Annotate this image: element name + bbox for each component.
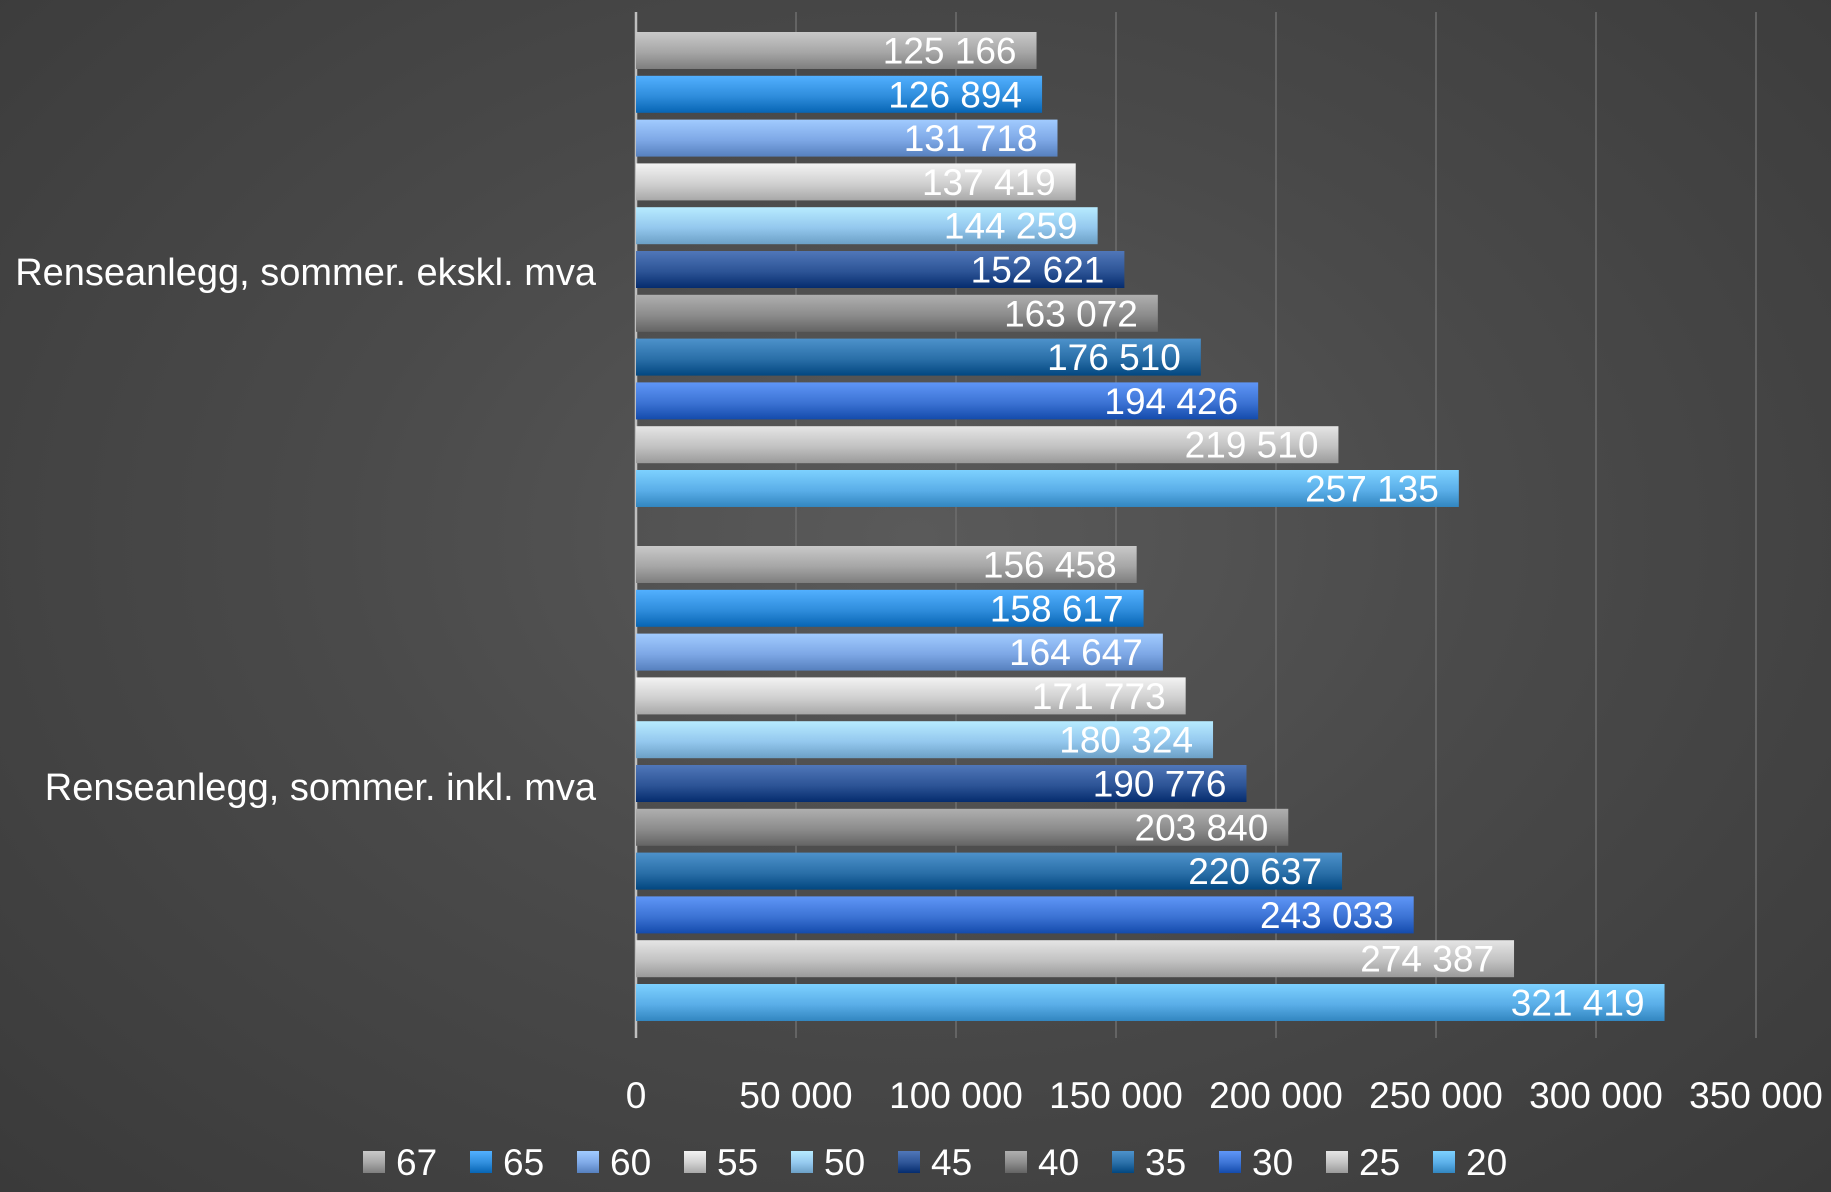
bar-20-0: [636, 470, 1459, 507]
x-tick-label: 300 000: [1529, 1075, 1663, 1116]
data-label: 144 259: [944, 206, 1078, 247]
legend-label: 60: [610, 1142, 651, 1183]
legend-label: 40: [1038, 1142, 1079, 1183]
x-axis-tick-labels: 0 50 000 100 000 150 000 200 000 250 000 300 0…: [626, 1075, 1823, 1116]
x-tick-label: 250 000: [1369, 1075, 1503, 1116]
legend-label: 50: [824, 1142, 865, 1183]
x-tick-label: 350 000: [1689, 1075, 1823, 1116]
x-tick-label: 150 000: [1049, 1075, 1183, 1116]
x-tick-label: 200 000: [1209, 1075, 1343, 1116]
data-label: 131 718: [904, 118, 1038, 159]
legend-label: 55: [717, 1142, 758, 1183]
bar-50-0: [636, 207, 1098, 245]
x-tick-label: 100 000: [889, 1075, 1023, 1116]
legend-swatch: [363, 1151, 385, 1173]
legend-swatch: [470, 1151, 492, 1173]
category-label: Renseanlegg, sommer. inkl. mva: [45, 767, 597, 809]
data-label: 171 773: [1032, 676, 1166, 717]
legend-swatch: [684, 1151, 706, 1173]
legend-swatch: [1005, 1151, 1027, 1173]
data-label: 163 072: [1004, 293, 1138, 334]
legend-label: 35: [1145, 1142, 1186, 1183]
data-label: 203 840: [1135, 807, 1269, 848]
data-label: 158 617: [990, 588, 1124, 629]
data-label: 190 776: [1093, 764, 1227, 805]
x-tick-label: 50 000: [739, 1075, 852, 1116]
data-label: 152 621: [971, 250, 1105, 291]
legend: 67 65 60 55 50 45 40 35 30 25 20: [363, 1142, 1507, 1183]
bars-group: [636, 32, 1665, 1021]
bar-50-1: [636, 721, 1214, 759]
x-tick-label: 0: [626, 1075, 647, 1116]
bar-20-1: [636, 984, 1665, 1021]
bar-40-1: [636, 808, 1289, 846]
data-label: 194 426: [1104, 381, 1238, 422]
bar-45-1: [636, 765, 1247, 802]
legend-swatch: [1219, 1151, 1241, 1173]
bar-35-1: [636, 852, 1343, 890]
bar-60-1: [636, 633, 1163, 671]
legend-swatch: [1433, 1151, 1455, 1173]
bar-60-0: [636, 119, 1058, 157]
bar-55-0: [636, 163, 1076, 201]
legend-swatch: [1326, 1151, 1348, 1173]
data-label: 126 894: [888, 74, 1022, 115]
legend-swatch: [791, 1151, 813, 1173]
bar-67-0: [636, 32, 1037, 69]
data-label: 125 166: [883, 31, 1017, 72]
data-label: 176 510: [1047, 337, 1181, 378]
legend-label: 65: [503, 1142, 544, 1183]
legend-label: 67: [396, 1142, 437, 1183]
data-label: 219 510: [1185, 425, 1319, 466]
category-labels-group: Renseanlegg, sommer. ekskl. mva Renseanle…: [15, 252, 597, 809]
legend-label: 30: [1252, 1142, 1293, 1183]
bar-55-1: [636, 677, 1186, 715]
bar-25-1: [636, 940, 1515, 978]
bar-65-0: [636, 75, 1043, 113]
data-label: 274 387: [1360, 939, 1494, 980]
legend-label: 25: [1359, 1142, 1400, 1183]
bar-35-0: [636, 338, 1201, 376]
data-label: 156 458: [983, 545, 1117, 586]
data-label: 243 033: [1260, 895, 1394, 936]
data-label: 257 135: [1305, 469, 1439, 510]
bar-25-0: [636, 426, 1339, 464]
bar-67-1: [636, 546, 1137, 583]
data-label: 220 637: [1188, 851, 1322, 892]
category-label: Renseanlegg, sommer. ekskl. mva: [15, 252, 597, 294]
bar-30-1: [636, 896, 1414, 934]
bar-40-0: [636, 294, 1158, 332]
bar-65-1: [636, 589, 1144, 627]
legend-swatch: [1112, 1151, 1134, 1173]
bar-30-0: [636, 382, 1259, 420]
legend-label: 45: [931, 1142, 972, 1183]
bar-45-0: [636, 251, 1125, 288]
legend-swatch: [898, 1151, 920, 1173]
data-label: 164 647: [1009, 632, 1143, 673]
data-label: 180 324: [1059, 720, 1193, 761]
legend-label: 20: [1466, 1142, 1507, 1183]
data-label: 137 419: [922, 162, 1056, 203]
data-label: 321 419: [1511, 983, 1645, 1024]
legend-swatch: [577, 1151, 599, 1173]
